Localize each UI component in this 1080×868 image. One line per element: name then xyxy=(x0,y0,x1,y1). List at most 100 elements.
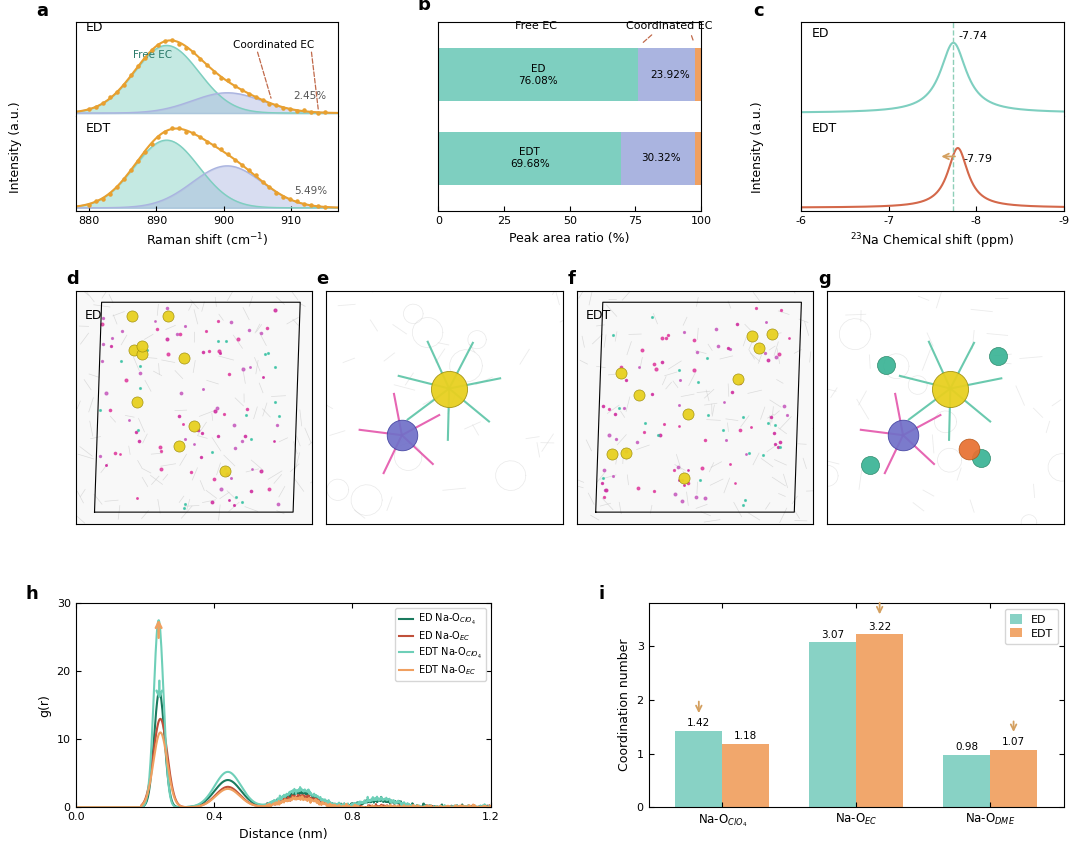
EDT Na-O$_{EC}$ xyxy=(484,801,497,812)
EDT Na-O$_{ClO_4}$ xyxy=(152,615,165,626)
ED Na-O$_{EC}$ xyxy=(95,802,108,812)
Point xyxy=(129,154,146,168)
Point xyxy=(309,199,326,213)
Point xyxy=(136,51,153,65)
Point xyxy=(296,103,313,117)
Text: b: b xyxy=(417,0,430,15)
Text: h: h xyxy=(26,585,39,603)
Point xyxy=(226,79,243,93)
Point xyxy=(191,130,208,144)
Point xyxy=(157,35,174,49)
Point xyxy=(199,135,216,148)
Point xyxy=(296,197,313,211)
EDT Na-O$_{EC}$ xyxy=(386,802,399,812)
Text: 1.18: 1.18 xyxy=(734,731,757,741)
EDT Na-O$_{EC}$ xyxy=(377,806,390,816)
Point xyxy=(164,122,181,135)
X-axis label: Distance (nm): Distance (nm) xyxy=(239,828,327,840)
Bar xyxy=(675,731,723,807)
Text: Free EC: Free EC xyxy=(134,49,173,60)
Point xyxy=(87,100,105,114)
Text: 1.42: 1.42 xyxy=(687,719,711,728)
Point xyxy=(205,138,222,152)
EDT Na-O$_{EC}$ xyxy=(153,727,166,738)
Text: Coordinated EC: Coordinated EC xyxy=(233,40,314,50)
Text: -7.79: -7.79 xyxy=(964,154,993,164)
Text: 3.07: 3.07 xyxy=(821,629,845,640)
EDT Na-O$_{ClO_4}$ xyxy=(384,795,397,806)
Point xyxy=(240,163,257,177)
Text: d: d xyxy=(66,270,79,288)
Point xyxy=(150,38,167,52)
EDT Na-O$_{EC}$ xyxy=(69,802,82,812)
ED Na-O$_{ClO_4}$ xyxy=(322,798,335,808)
Bar xyxy=(694,132,701,185)
X-axis label: Raman shift (cm$^{-1}$): Raman shift (cm$^{-1}$) xyxy=(146,232,268,249)
ED Na-O$_{ClO_4}$ xyxy=(428,803,441,813)
EDT Na-O$_{ClO_4}$ xyxy=(311,791,324,801)
Text: e: e xyxy=(316,270,329,288)
Bar xyxy=(809,642,856,807)
Point xyxy=(171,36,188,50)
Text: c: c xyxy=(754,2,765,20)
Point xyxy=(282,192,299,206)
Text: EDT
69.68%: EDT 69.68% xyxy=(510,148,550,169)
ED Na-O$_{ClO_4}$ xyxy=(472,805,485,815)
Point xyxy=(102,187,119,201)
Point xyxy=(274,101,292,115)
EDT Na-O$_{ClO_4}$ xyxy=(334,801,347,812)
Line: ED Na-O$_{ClO_4}$: ED Na-O$_{ClO_4}$ xyxy=(76,692,490,810)
Text: 30.32%: 30.32% xyxy=(642,153,681,163)
Point xyxy=(94,193,111,207)
ED Na-O$_{EC}$ xyxy=(153,713,166,724)
ED Na-O$_{EC}$ xyxy=(460,805,473,815)
ED Na-O$_{EC}$ xyxy=(69,802,82,812)
Bar xyxy=(638,49,701,102)
Point xyxy=(316,105,334,119)
Text: 23.92%: 23.92% xyxy=(650,69,689,80)
Text: EDT: EDT xyxy=(86,122,111,135)
EDT Na-O$_{EC}$ xyxy=(322,799,335,810)
Point xyxy=(260,96,278,110)
Point xyxy=(302,198,320,212)
Point xyxy=(226,153,243,167)
Point xyxy=(213,70,230,84)
Point xyxy=(274,190,292,204)
Point xyxy=(108,85,125,99)
Text: ED: ED xyxy=(86,21,104,34)
Point xyxy=(302,105,320,119)
Text: g: g xyxy=(818,270,831,288)
Point xyxy=(268,186,285,200)
Bar xyxy=(856,635,903,807)
EDT Na-O$_{ClO_4}$ xyxy=(428,802,441,812)
EDT Na-O$_{EC}$ xyxy=(95,802,108,812)
Point xyxy=(316,201,334,214)
Point xyxy=(199,58,216,72)
Legend: ED Na-O$_{ClO_4}$, ED Na-O$_{EC}$, EDT Na-O$_{ClO_4}$, EDT Na-O$_{EC}$: ED Na-O$_{ClO_4}$, ED Na-O$_{EC}$, EDT N… xyxy=(394,608,486,681)
Point xyxy=(122,68,139,82)
Text: f: f xyxy=(567,270,576,288)
EDT Na-O$_{ClO_4}$ xyxy=(322,798,335,808)
Point xyxy=(309,106,326,120)
Y-axis label: Coordination number: Coordination number xyxy=(618,639,631,772)
Point xyxy=(177,41,194,55)
Point xyxy=(80,102,97,115)
Bar xyxy=(438,49,638,102)
Point xyxy=(219,147,237,161)
ED Na-O$_{EC}$ xyxy=(311,795,324,806)
Text: 5.49%: 5.49% xyxy=(294,186,327,196)
EDT Na-O$_{EC}$ xyxy=(334,803,347,813)
ED Na-O$_{EC}$ xyxy=(334,802,347,812)
Text: 1.07: 1.07 xyxy=(1002,737,1025,747)
Point xyxy=(122,163,139,177)
Line: EDT Na-O$_{ClO_4}$: EDT Na-O$_{ClO_4}$ xyxy=(76,621,490,811)
Point xyxy=(157,125,174,139)
Point xyxy=(185,45,202,59)
Point xyxy=(129,60,146,74)
Text: Intensity (a.u.): Intensity (a.u.) xyxy=(9,102,22,194)
ED Na-O$_{ClO_4}$ xyxy=(311,792,324,803)
Point xyxy=(213,142,230,156)
Text: -7.74: -7.74 xyxy=(959,30,988,41)
Point xyxy=(116,78,133,92)
Bar xyxy=(723,744,769,807)
